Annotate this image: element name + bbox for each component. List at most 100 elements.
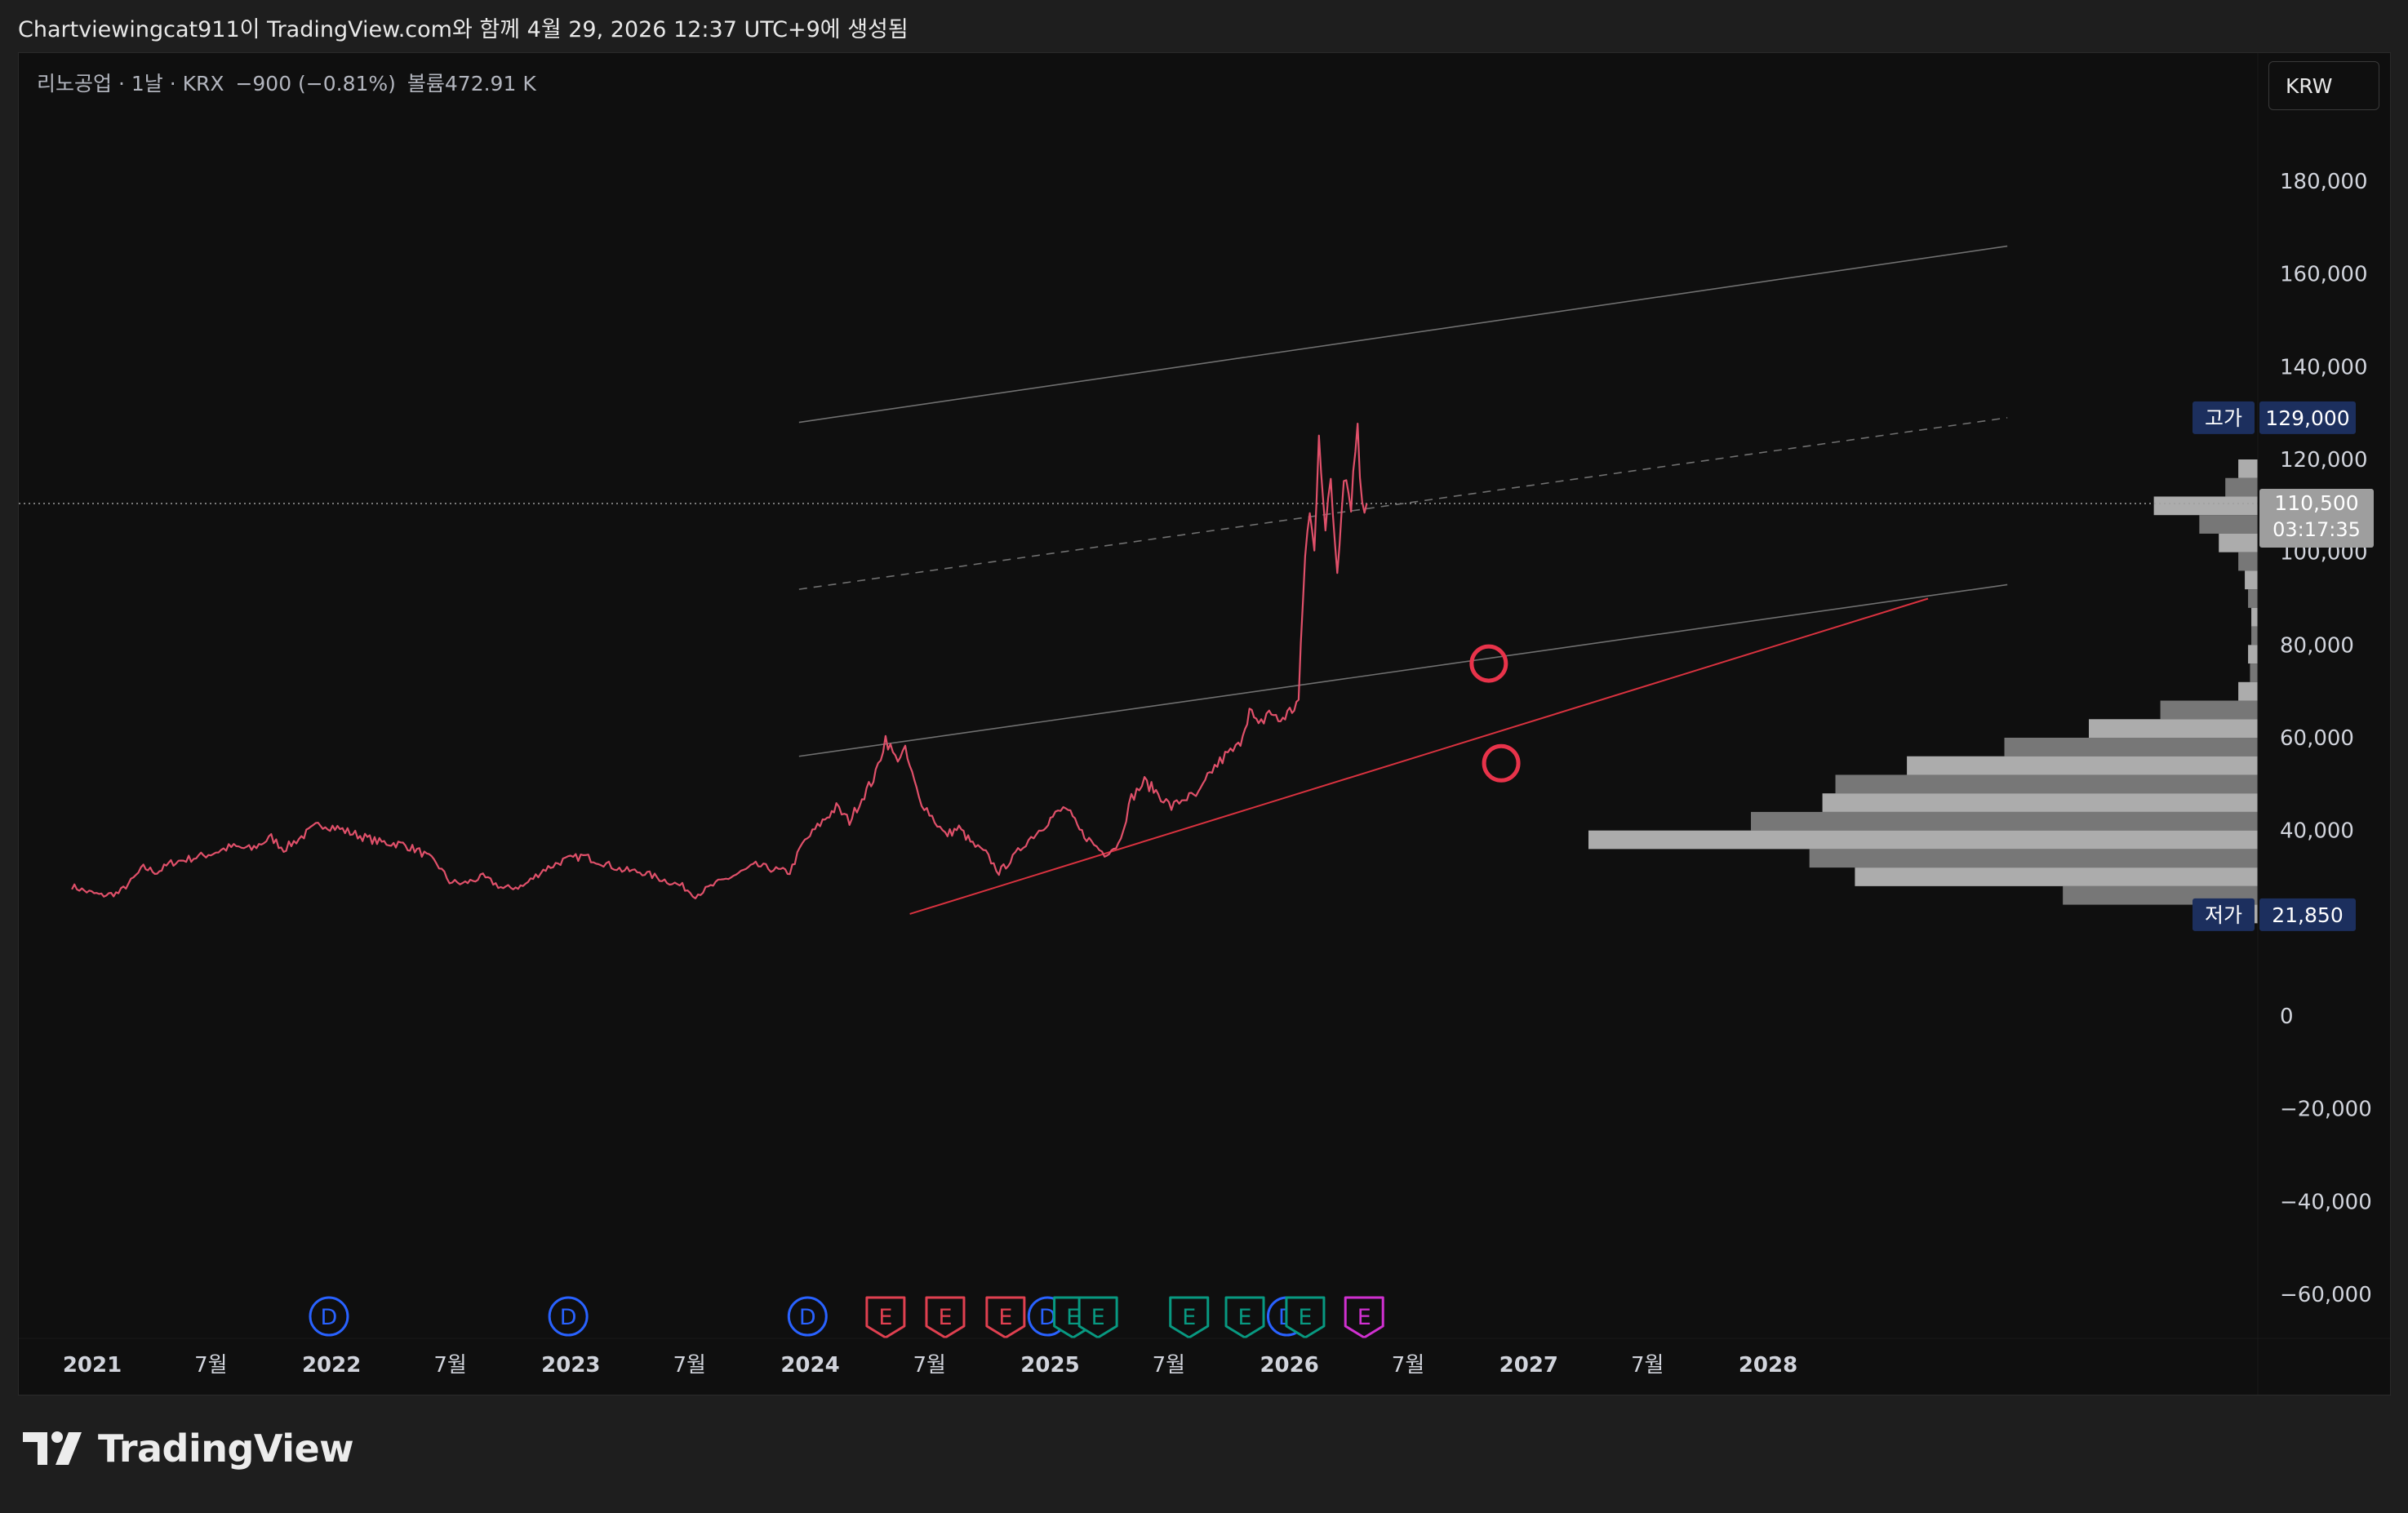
price-series-line[interactable] — [71, 423, 1368, 900]
event-letter: D — [1039, 1305, 1056, 1330]
dividend-event-icon[interactable]: D — [787, 1296, 828, 1337]
volume-profile-bar — [2153, 496, 2258, 516]
volume-profile-bar — [1751, 811, 2258, 831]
event-markers[interactable]: DDDEEEDEEEEDEE — [309, 1296, 1384, 1339]
low-label-badge — [2193, 898, 2255, 931]
marker-circle[interactable] — [1482, 743, 1521, 783]
volume-profile-bar — [2199, 515, 2258, 534]
dividend-event-icon[interactable]: D — [548, 1296, 589, 1337]
price-tick-label: 140,000 — [2280, 355, 2368, 379]
time-tick-label: 2026 — [1260, 1353, 1318, 1378]
low-label: 저가 — [2205, 903, 2242, 927]
time-tick-label: 7월 — [1631, 1353, 1664, 1378]
currency-button[interactable]: KRW — [2268, 61, 2379, 110]
current-price-value: 110,500 — [2274, 491, 2358, 515]
price-tick-label: 180,000 — [2280, 170, 2368, 194]
support-trendline[interactable] — [909, 597, 1929, 915]
price-tick-label: −20,000 — [2280, 1098, 2372, 1122]
low-value: 21,850 — [2272, 903, 2343, 927]
earnings-event-icon[interactable]: E — [1077, 1296, 1118, 1339]
volume-profile-bar — [1835, 774, 2258, 794]
volume-profile-bar — [2238, 459, 2258, 478]
legend-change: −900 (−0.81%) — [235, 72, 396, 95]
channel-trendline[interactable] — [798, 417, 2008, 590]
volume-profile-bar — [2089, 719, 2258, 738]
high-value: 129,000 — [2265, 406, 2349, 430]
earnings-event-icon[interactable]: E — [1344, 1296, 1384, 1339]
volume-profile-bar — [1907, 756, 2258, 775]
volume-profile-bar — [1855, 867, 2258, 886]
price-tick-label: 160,000 — [2280, 263, 2368, 287]
volume-profile-bar — [1588, 830, 2258, 850]
price-labels: 고가 129,000 110,500 03:17:35 저가 21,850 — [2193, 401, 2374, 931]
volume-profile-bar — [2251, 607, 2258, 627]
legend-volume-value: 472.91 K — [444, 72, 536, 95]
channel-trendline[interactable] — [798, 245, 2008, 424]
event-letter: E — [1091, 1305, 1105, 1330]
event-letter: E — [998, 1305, 1012, 1330]
snapshot-caption: Chartviewingcat911이 TradingView.com와 함께 … — [18, 17, 909, 42]
volume-profile — [1588, 459, 2258, 924]
event-letter: E — [1066, 1305, 1080, 1330]
high-label-badge — [2193, 401, 2255, 434]
event-letter: D — [321, 1305, 338, 1330]
countdown-timer: 03:17:35 — [2272, 518, 2361, 541]
chart-pane[interactable]: 180,000 160,000 140,000 120,000 100,000 80,00… — [18, 52, 2391, 1395]
price-axis[interactable]: 180,000160,000140,000120,000100,00080,00… — [2280, 170, 2372, 1307]
earnings-event-icon[interactable]: E — [925, 1296, 966, 1339]
price-tick-label: 120,000 — [2280, 448, 2368, 473]
volume-profile-bar — [2225, 477, 2258, 497]
event-letter: E — [1238, 1305, 1252, 1330]
earnings-event-icon[interactable]: E — [1285, 1296, 1326, 1339]
volume-profile-bar — [2248, 645, 2258, 664]
time-tick-label: 7월 — [1392, 1353, 1424, 1378]
dividend-event-icon[interactable]: D — [309, 1296, 349, 1337]
legend-volume-label: 볼륨 — [407, 72, 445, 95]
channel-trendline[interactable] — [798, 583, 2008, 757]
volume-profile-bar — [1822, 793, 2258, 812]
high-label: 고가 — [2205, 406, 2242, 430]
earnings-event-icon[interactable]: E — [985, 1296, 1026, 1339]
price-tick-label: 40,000 — [2280, 819, 2354, 844]
volume-profile-bar — [2004, 738, 2258, 756]
trendlines[interactable] — [798, 245, 2008, 915]
volume-profile-bar — [2245, 570, 2258, 590]
event-letter: E — [1357, 1305, 1371, 1330]
earnings-event-icon[interactable]: E — [1224, 1296, 1265, 1339]
volume-profile-bar — [2238, 681, 2258, 701]
time-tick-label: 7월 — [913, 1353, 945, 1378]
earnings-event-icon[interactable]: E — [865, 1296, 906, 1339]
event-letter: E — [878, 1305, 892, 1330]
event-letter: E — [1182, 1305, 1196, 1330]
price-chart[interactable]: 180,000160,000140,000120,000100,00080,00… — [19, 53, 2390, 1395]
time-tick-label: 7월 — [194, 1353, 227, 1378]
volume-profile-bar — [2160, 700, 2258, 720]
event-letter: D — [560, 1305, 577, 1330]
event-letter: E — [1298, 1305, 1312, 1330]
volume-profile-bar — [2219, 533, 2258, 552]
brand-name: TradingView — [98, 1426, 354, 1471]
high-value-badge — [2259, 401, 2356, 434]
event-letter: E — [938, 1305, 952, 1330]
time-tick-label: 2023 — [541, 1353, 600, 1378]
time-axis[interactable]: 2021 7월 2022 7월 2023 7월 2024 7월 2025 7월 2026 7월 2027… — [63, 1353, 1797, 1378]
tradingview-brand[interactable]: TradingView — [23, 1426, 354, 1471]
time-tick-label: 2027 — [1499, 1353, 1558, 1378]
volume-profile-bar — [2251, 626, 2258, 646]
volume-profile-bar — [2250, 663, 2258, 682]
time-tick-label: 2021 — [63, 1353, 122, 1378]
volume-profile-bar — [2248, 589, 2258, 608]
earnings-event-icon[interactable]: E — [1169, 1296, 1210, 1339]
price-tick-label: 0 — [2280, 1005, 2294, 1029]
legend-symbol[interactable]: 리노공업 · 1날 · KRX — [37, 72, 224, 95]
volume-profile-bar — [1809, 849, 2258, 868]
time-tick-label: 2028 — [1739, 1353, 1797, 1378]
marker-circle[interactable] — [1469, 644, 1508, 683]
time-tick-label: 2024 — [780, 1353, 839, 1378]
time-tick-label: 7월 — [1153, 1353, 1185, 1378]
price-tick-label: 60,000 — [2280, 726, 2354, 751]
event-letter: D — [799, 1305, 816, 1330]
price-tick-label: −40,000 — [2280, 1190, 2372, 1214]
time-tick-label: 2025 — [1020, 1353, 1079, 1378]
